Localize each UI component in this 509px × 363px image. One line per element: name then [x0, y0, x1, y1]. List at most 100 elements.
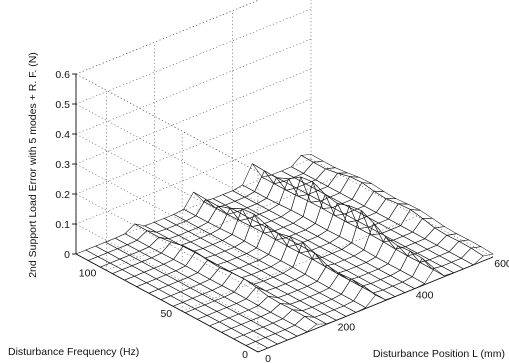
surface-mesh-cell [450, 257, 475, 270]
surface-mesh-cell [353, 285, 376, 308]
surface-mesh-cell [165, 270, 189, 282]
surface-mesh-cell [248, 259, 272, 271]
surface-mesh-cell [294, 273, 318, 287]
surface-mesh-cell [424, 227, 448, 246]
back-wall-grid-line [75, 8, 312, 105]
x-tick-label: 200 [338, 321, 356, 333]
surface-mesh-cell [185, 251, 208, 273]
z-tick-label: 0.4 [55, 129, 70, 141]
surface-mesh-cell [341, 278, 364, 302]
surface-mesh-cell [272, 272, 296, 285]
surface-mesh-cell [148, 236, 172, 254]
surface-mesh-cell [274, 329, 298, 341]
surface-mesh-cell [327, 172, 351, 194]
surface-mesh-cell [116, 244, 141, 256]
surface-mesh-cell [97, 252, 121, 264]
surface-mesh-cell [150, 252, 175, 265]
surface-mesh-cell [355, 262, 379, 274]
surface-mesh-cell [179, 287, 204, 299]
floor-grid-line [182, 215, 418, 312]
surface-mesh-cell [252, 326, 276, 338]
surface-mesh-cell [345, 266, 370, 278]
surface-mesh-cell [204, 300, 228, 312]
tick-labels: 0 0.1 0.2 0.3 0.4 0.5 0.6 0 200 400 600 0 50 100 [55, 69, 509, 363]
surface-mesh-cell [190, 237, 214, 249]
surface-mesh-cell [224, 200, 248, 212]
surface-mesh-cell [216, 307, 240, 319]
surface-mesh-cell [337, 172, 360, 178]
surface-mesh-cell [365, 212, 390, 224]
surface-mesh-cell [240, 320, 264, 332]
surface-mesh-cell [282, 309, 306, 326]
surface-mesh-cell [183, 191, 206, 217]
surface-mesh [75, 154, 494, 353]
surface-mesh-cell [380, 229, 404, 241]
z-tick-label: 0.6 [55, 69, 70, 81]
surface-mesh-cell [321, 253, 345, 265]
surface-mesh-cell [295, 229, 319, 241]
surface-mesh-cell [411, 257, 435, 284]
surface-mesh-cell [232, 184, 256, 198]
surface-mesh-cell [390, 225, 414, 237]
surface-mesh-cell [202, 244, 226, 256]
surface-mesh-cell [392, 281, 416, 293]
surface-mesh-cell [325, 167, 348, 174]
z-tick-label: 0.5 [55, 99, 70, 111]
surface-mesh-cell [378, 218, 402, 231]
surface-mesh-cell [175, 220, 199, 232]
surface-mesh-cell [285, 233, 309, 245]
surface-mesh-cell [131, 261, 155, 273]
surface-mesh-cell [197, 221, 221, 235]
surface-mesh-cell [307, 236, 331, 248]
surface-mesh-cell [401, 276, 426, 290]
surface-mesh-cell [258, 209, 282, 222]
x-tick-label: 400 [416, 290, 434, 302]
surface-mesh-cell [114, 233, 138, 246]
surface-mesh-cell [233, 278, 257, 300]
surface-mesh-cell [94, 241, 119, 253]
surface-mesh-cell [104, 237, 128, 250]
surface-mesh-cell [282, 222, 307, 235]
surface-mesh-cell [284, 324, 308, 337]
surface-mesh-cell [321, 298, 345, 311]
surface-mesh-cell [426, 244, 450, 257]
surface-mesh-cell [343, 300, 367, 313]
surface-mesh-cell [329, 236, 353, 250]
surface-mesh-cell [258, 254, 282, 268]
surface-mesh-cell [136, 230, 160, 248]
surface-mesh-cell [272, 318, 296, 330]
surface-mesh-cell [177, 277, 201, 289]
surface-mesh-cell [436, 234, 460, 253]
surface-mesh-cell [414, 238, 438, 250]
surface-mesh-cell [111, 269, 135, 281]
surface-mesh-cell [317, 229, 341, 244]
surface-mesh-cell [260, 311, 284, 324]
surface-mesh-cell [304, 316, 328, 325]
surface-mesh-cell [245, 286, 269, 306]
x-tick-label: 600 [494, 258, 509, 270]
surface-mesh-cell [163, 214, 187, 226]
surface-mesh-cell [153, 218, 177, 230]
surface-mesh-cell [309, 292, 333, 304]
surface-mesh-cell [199, 278, 223, 291]
surface-mesh-cell [409, 209, 434, 219]
surface-mesh-cell [317, 186, 341, 198]
surface-mesh-cell [290, 155, 314, 174]
surface-mesh-cell [319, 242, 343, 254]
surface-mesh-cell [209, 267, 233, 286]
surface-mesh-cell [270, 303, 293, 320]
surface-mesh-cell [246, 247, 270, 261]
surface-mesh-cell [262, 276, 287, 289]
surface-mesh-cell [304, 223, 328, 237]
surface-mesh-cell [421, 218, 446, 229]
surface-mesh-cell [157, 284, 182, 297]
back-wall-grid-line [75, 38, 312, 135]
surface-mesh-cell [226, 303, 250, 315]
surface-mesh-cell [199, 233, 224, 245]
surface-mesh-cell [206, 311, 230, 323]
z-tick-label: 0.1 [55, 219, 70, 231]
surface-mesh-cell [333, 259, 357, 271]
surface-mesh-cell [205, 198, 228, 215]
surface-mesh-cell [109, 258, 133, 270]
surface-mesh-cell [262, 322, 286, 334]
